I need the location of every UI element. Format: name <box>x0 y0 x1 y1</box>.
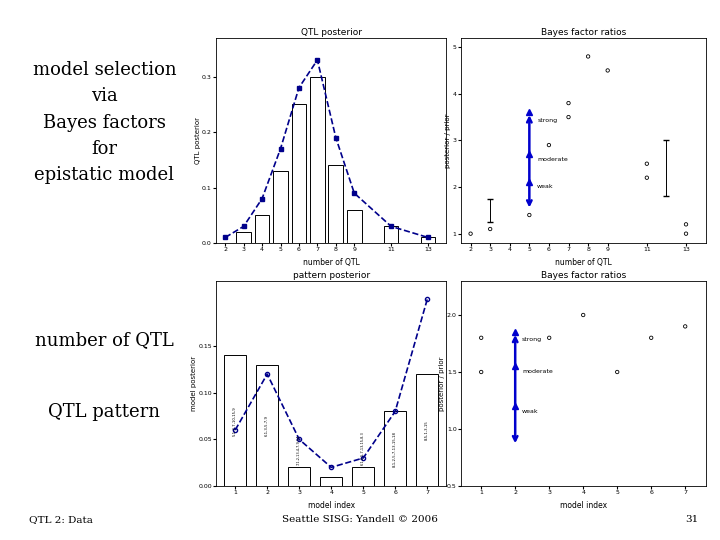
Point <box>475 334 487 342</box>
X-axis label: number of QTL: number of QTL <box>555 258 611 267</box>
Text: 6,1,3,5,7,9: 6,1,3,5,7,9 <box>265 415 269 436</box>
Bar <box>384 411 406 486</box>
Text: 5,1,2,7,10,15,9: 5,1,2,7,10,15,9 <box>233 406 237 436</box>
X-axis label: number of QTL: number of QTL <box>303 258 359 267</box>
Y-axis label: posterior / prior: posterior / prior <box>445 113 451 167</box>
Y-axis label: QTL posterior: QTL posterior <box>194 117 201 164</box>
Title: pattern posterior: pattern posterior <box>292 271 370 280</box>
Point <box>577 310 589 319</box>
Text: strong: strong <box>522 337 542 342</box>
Text: 31: 31 <box>685 515 698 524</box>
Point <box>510 219 521 228</box>
Point <box>680 230 692 238</box>
Bar <box>310 77 325 243</box>
Y-axis label: posterior / prior: posterior / prior <box>439 356 446 410</box>
Text: QTL 2: Data: QTL 2: Data <box>29 515 93 524</box>
Point <box>611 368 623 376</box>
Text: moderate: moderate <box>522 369 553 374</box>
Bar <box>256 364 279 486</box>
Point <box>465 230 477 238</box>
Bar <box>224 355 246 486</box>
Text: model selection
via
Bayes factors
for
epistatic model: model selection via Bayes factors for ep… <box>32 61 176 185</box>
Bar <box>236 232 251 243</box>
X-axis label: model index: model index <box>559 501 607 510</box>
Text: number of QTL: number of QTL <box>35 332 174 349</box>
Point <box>475 368 487 376</box>
Point <box>544 334 555 342</box>
Point <box>645 334 657 342</box>
Title: Bayes factor ratios: Bayes factor ratios <box>541 271 626 280</box>
Text: 6,1,2,5,7,13,15,8,3: 6,1,2,5,7,13,15,8,3 <box>361 431 365 464</box>
Text: 7,1,2,13,4,7,9,14: 7,1,2,13,4,7,9,14 <box>297 434 301 464</box>
Point <box>563 99 575 107</box>
Bar <box>255 215 269 243</box>
X-axis label: model index: model index <box>307 501 355 510</box>
Bar <box>416 374 438 486</box>
Bar <box>420 238 436 243</box>
Point <box>602 66 613 75</box>
Y-axis label: model posterior: model posterior <box>191 356 197 411</box>
Point <box>680 220 692 228</box>
Text: strong: strong <box>537 118 557 123</box>
Point <box>563 113 575 122</box>
Point <box>680 322 691 330</box>
Point <box>523 211 535 219</box>
Text: 8,5,1,3,15: 8,5,1,3,15 <box>426 420 429 440</box>
Text: 8,1,2,5,7,13,15,18: 8,1,2,5,7,13,15,18 <box>393 431 397 467</box>
Point <box>641 173 652 182</box>
Point <box>543 141 554 150</box>
Bar <box>347 210 361 243</box>
Bar <box>292 104 306 243</box>
Title: QTL posterior: QTL posterior <box>301 28 361 37</box>
Bar <box>320 477 343 486</box>
Point <box>485 225 496 233</box>
Text: QTL pattern: QTL pattern <box>48 403 161 421</box>
Title: Bayes factor ratios: Bayes factor ratios <box>541 28 626 37</box>
Bar <box>288 467 310 486</box>
Text: moderate: moderate <box>537 157 568 163</box>
Text: weak: weak <box>522 409 539 414</box>
Bar <box>273 171 288 243</box>
Text: weak: weak <box>537 184 554 189</box>
Point <box>641 159 652 168</box>
Text: Seattle SISG: Yandell © 2006: Seattle SISG: Yandell © 2006 <box>282 515 438 524</box>
Point <box>582 52 594 61</box>
Bar <box>384 226 398 243</box>
Bar <box>328 165 343 243</box>
Bar <box>352 467 374 486</box>
